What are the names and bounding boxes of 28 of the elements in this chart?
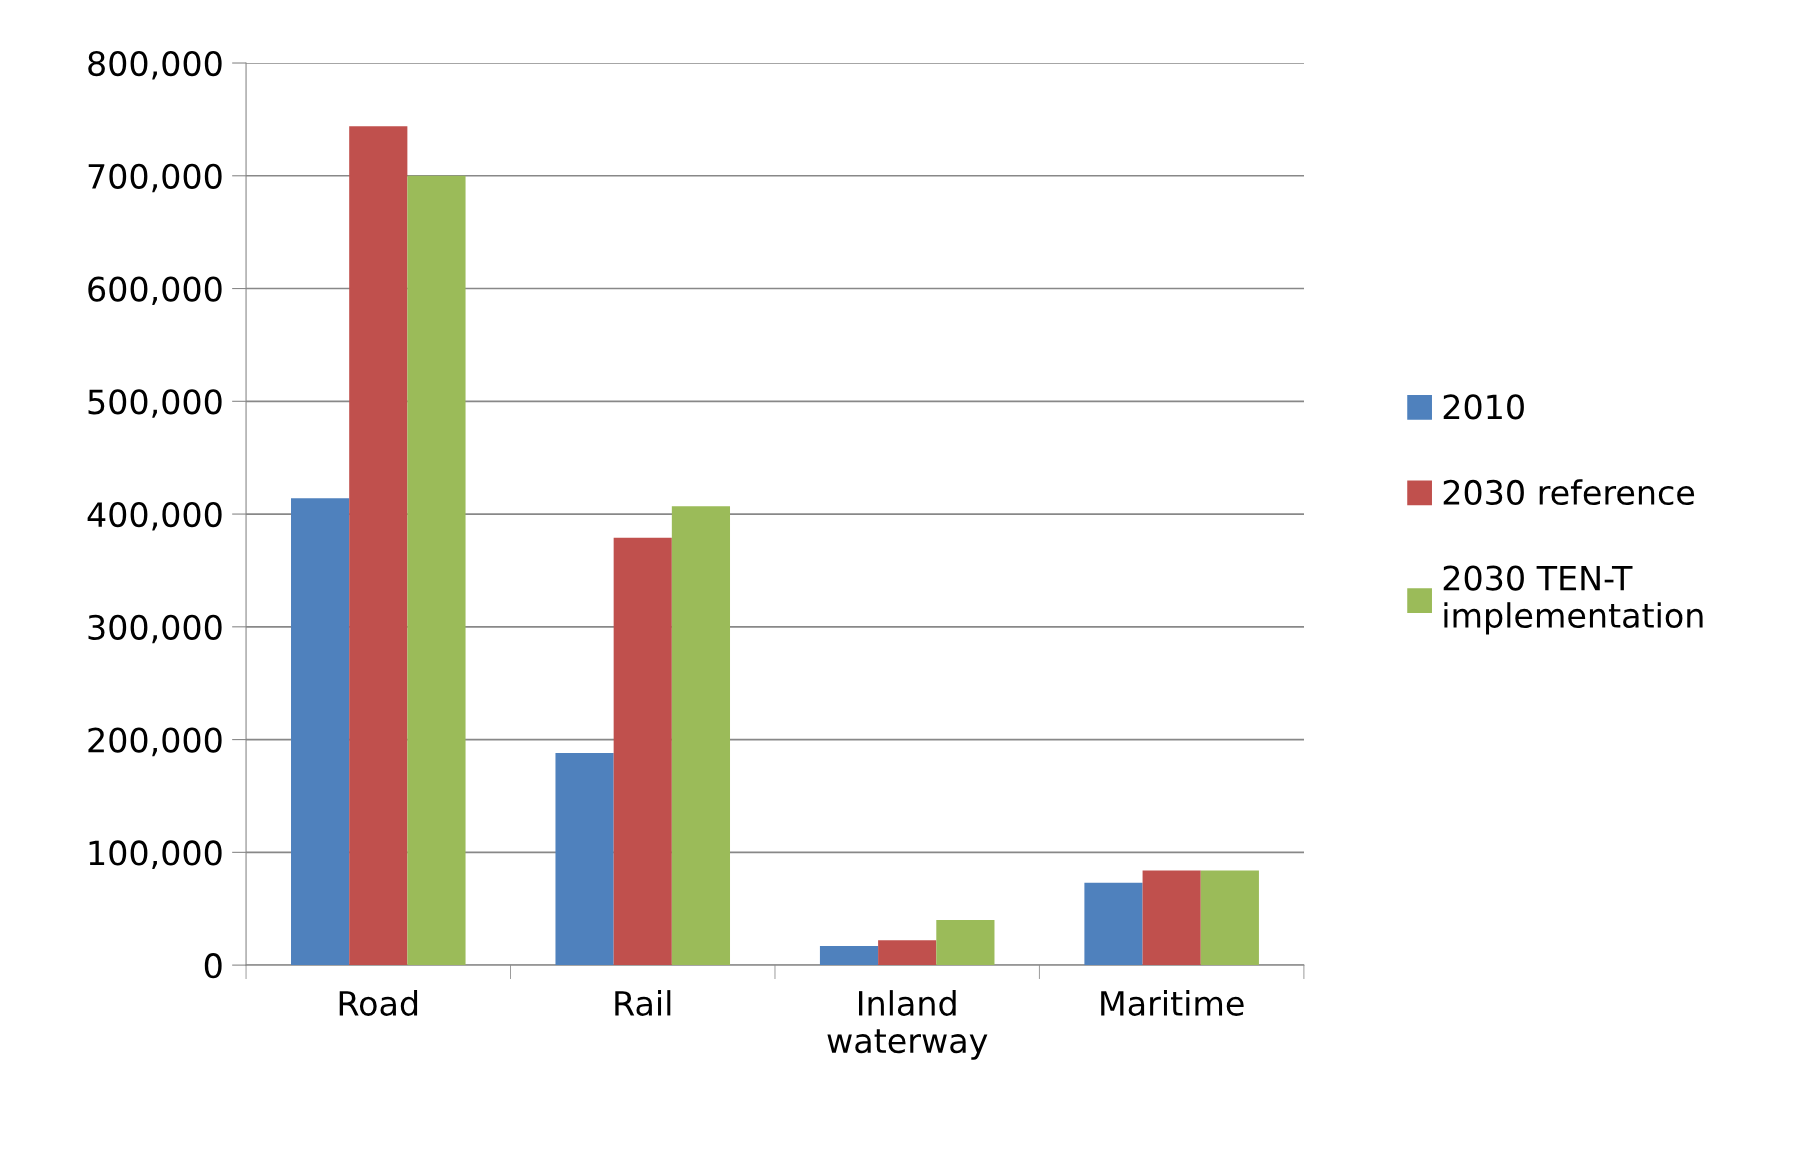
y-tick-label: 800,000 [88,50,222,80]
y-tick-label: 500,000 [88,389,222,418]
bar [671,506,731,966]
y-tick-label: 200,000 [88,727,222,757]
bar [936,920,995,966]
y-tick-label: 300,000 [88,614,222,644]
legend-label: 2030 reference [1443,479,1695,506]
bar [407,175,466,966]
bar [349,126,408,966]
bar [1200,870,1259,966]
x-tick-label: Inland waterway [827,990,988,1060]
legend-label: 2030 TEN-T implementation [1443,565,1703,635]
bar [1142,870,1201,966]
legend-label: 2010 [1443,394,1524,420]
y-tick-label: 600,000 [88,276,222,306]
bar [291,498,350,966]
y-tick-label: 100,000 [89,840,222,869]
x-tick-label: Road [339,990,418,1016]
x-tick-label: Rail [615,990,671,1016]
y-tick-label: 400,000 [87,501,222,531]
y-tick-label: 700,000 [88,163,222,193]
bar [555,753,614,966]
bar [1084,882,1143,966]
y-tick-label: 0 [204,953,222,979]
bar [819,945,879,966]
bar [613,537,672,966]
bar [878,940,937,966]
x-tick-label: Maritime [1101,990,1244,1016]
